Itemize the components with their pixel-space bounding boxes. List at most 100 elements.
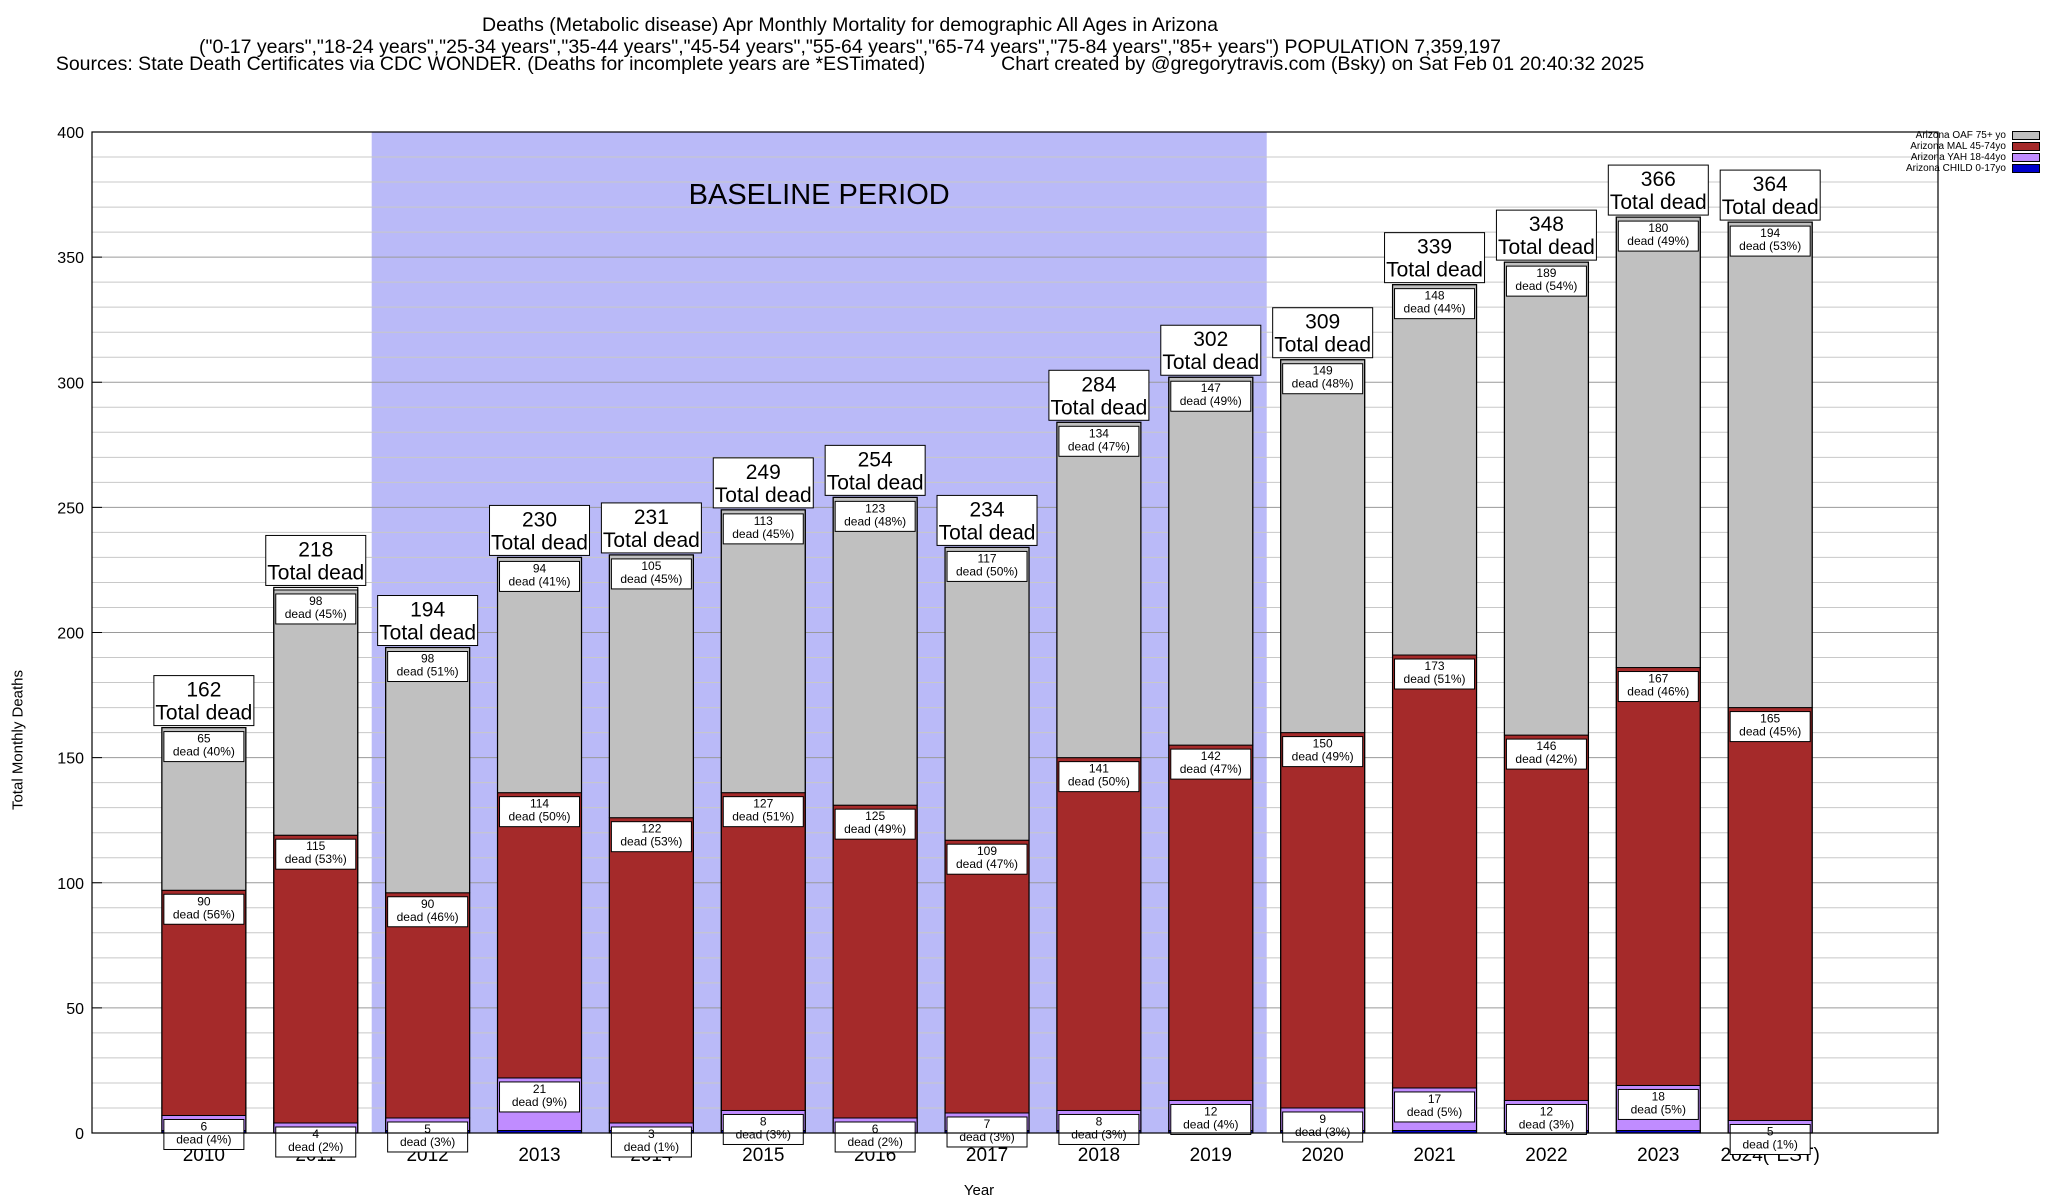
segment-data-label-box [610, 821, 692, 853]
y-axis-label: Total Monthly Deaths [9, 669, 27, 811]
segment-data-label: 122 [641, 822, 661, 836]
total-label: Total dead [715, 484, 812, 507]
segment-data-label: 65 [197, 732, 211, 746]
segment-data-label: dead (53%) [1739, 239, 1801, 253]
segment-data-label: dead (49%) [1627, 234, 1689, 248]
legend-label: Arizona OAF 75+ yo [1915, 130, 2006, 141]
bar-segment [1392, 654, 1478, 1089]
segment-data-label: dead (3%) [1295, 1125, 1350, 1139]
segment-data-label-box [1505, 265, 1587, 297]
y-tick-label: 150 [57, 751, 84, 768]
bar-segment [497, 792, 583, 1079]
segment-data-label-box [275, 1126, 357, 1158]
segment-data-label-box [946, 1116, 1028, 1148]
x-tick-label: 2023 [1637, 1145, 1679, 1166]
segment-data-label: 6 [872, 1122, 879, 1136]
segment-data-label: 90 [197, 894, 211, 908]
segment-data-label: 3 [648, 1127, 655, 1141]
segment-data-label: 180 [1648, 221, 1668, 235]
y-tick-label: 200 [57, 626, 84, 643]
total-label: 364 [1753, 173, 1788, 196]
segment-data-label: 9 [1319, 1112, 1326, 1126]
y-tick-label: 250 [57, 500, 84, 517]
total-label-box [824, 444, 926, 496]
legend-swatch [2012, 164, 2040, 173]
total-label: 348 [1529, 213, 1564, 236]
segment-data-label-box [722, 513, 804, 545]
segment-data-label: 4 [312, 1127, 319, 1141]
total-label-box [712, 457, 814, 509]
segment-data-label-box [1282, 1111, 1364, 1143]
segment-data-label: 114 [530, 797, 549, 811]
segment-data-label-box [610, 1126, 692, 1158]
x-tick-label: 2019 [1190, 1145, 1232, 1166]
total-label-box [1495, 209, 1597, 261]
segment-data-label: 98 [421, 652, 435, 666]
total-label: Total dead [1162, 351, 1259, 374]
bar-segment [832, 496, 918, 806]
segment-data-label: dead (47%) [1180, 762, 1242, 776]
segment-data-label: dead (50%) [1068, 775, 1130, 789]
segment-data-label: dead (45%) [285, 607, 347, 621]
segment-data-label: dead (5%) [1631, 1102, 1686, 1116]
segment-data-label: dead (40%) [173, 745, 235, 759]
total-label: 302 [1193, 328, 1228, 351]
segment-data-label: 141 [1089, 762, 1109, 776]
segment-data-label: 167 [1648, 672, 1668, 686]
bar-segment [385, 647, 471, 894]
bar-segment [832, 804, 918, 1119]
bar-segment [1727, 707, 1813, 1121]
total-label: 162 [186, 679, 221, 702]
segment-data-label: 149 [1313, 364, 1333, 378]
legend-item: Arizona CHILD 0-17yo [1906, 163, 2040, 174]
bar-segment [944, 546, 1030, 841]
total-label: 194 [410, 599, 445, 622]
x-tick-label: 2018 [1078, 1145, 1120, 1166]
segment-data-label: dead (47%) [1068, 439, 1130, 453]
segment-data-label: 21 [533, 1082, 547, 1096]
segment-data-label: dead (3%) [400, 1135, 455, 1149]
segment-data-label: dead (53%) [620, 835, 682, 849]
chart-legend: Arizona OAF 75+ yo Arizona MAL 45-74yo Ari… [1906, 130, 2040, 174]
total-label: Total dead [603, 529, 700, 552]
segment-data-label-box [1617, 671, 1699, 703]
segment-data-label: dead (2%) [288, 1140, 343, 1154]
segment-data-label-box [163, 1118, 245, 1150]
segment-data-label: dead (9%) [512, 1095, 567, 1109]
segment-data-label: 134 [1089, 426, 1109, 440]
segment-data-label-box [1729, 225, 1811, 257]
segment-data-label-box [834, 1121, 916, 1153]
bar-segment [1503, 734, 1589, 1101]
total-label-box [265, 534, 367, 586]
bar-segment [1615, 216, 1701, 669]
total-label: Total dead [1386, 259, 1483, 282]
segment-data-label: 113 [754, 514, 773, 528]
segment-data-label: 147 [1201, 381, 1221, 395]
total-label-box [1607, 164, 1709, 216]
segment-data-label-box [1170, 748, 1252, 780]
segment-data-label-box [499, 1081, 581, 1113]
bar-segment [608, 554, 694, 819]
segment-data-label: dead (44%) [1404, 302, 1466, 316]
segment-data-label: dead (50%) [508, 810, 570, 824]
segment-data-label: dead (50%) [956, 564, 1018, 578]
total-label: 231 [634, 506, 669, 529]
total-label: Total dead [1498, 236, 1595, 259]
bar-segment [720, 792, 806, 1111]
segment-data-label: 127 [753, 797, 773, 811]
segment-data-label: dead (1%) [1742, 1137, 1797, 1151]
segment-data-label: dead (45%) [1739, 725, 1801, 739]
bar-segment [1168, 744, 1254, 1101]
total-label-box [1719, 169, 1821, 221]
bar-segment [273, 589, 359, 836]
segment-data-label-box [499, 560, 581, 592]
segment-data-label: dead (51%) [1404, 672, 1466, 686]
segment-data-label-box [387, 896, 469, 928]
segment-data-label-box [1394, 658, 1476, 690]
segment-data-label: 12 [1540, 1104, 1554, 1118]
segment-data-label-box [1505, 738, 1587, 770]
segment-data-label-box [1617, 1088, 1699, 1120]
total-label: Total dead [155, 702, 252, 725]
total-label: 218 [298, 538, 333, 561]
x-axis-label: Year [963, 1182, 995, 1199]
